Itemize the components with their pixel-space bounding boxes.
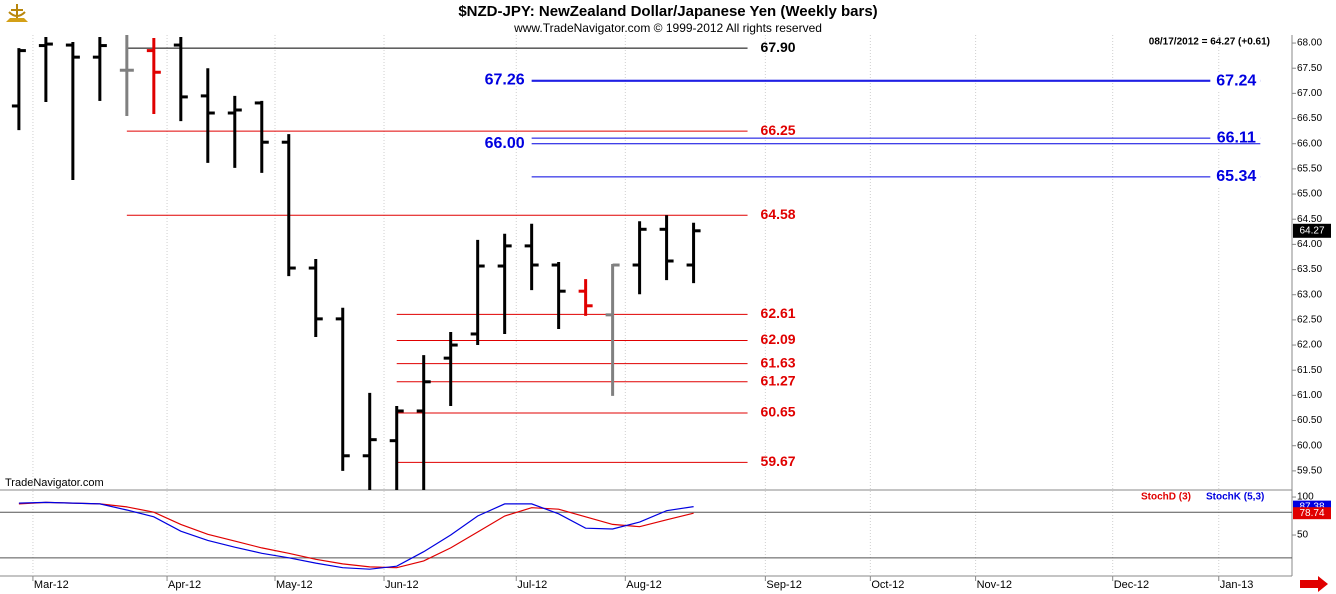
y-tick-label: 65.00 <box>1297 189 1322 200</box>
legend-label: StochD (3) <box>1141 492 1191 503</box>
x-tick-label: Jul-12 <box>517 579 547 591</box>
x-tick-label: Mar-12 <box>34 579 69 591</box>
value-label: 78.74 <box>1299 508 1324 519</box>
last-price-label: 64.27 <box>1299 225 1324 236</box>
y-tick-label: 67.50 <box>1297 63 1322 74</box>
x-tick-label: Sep-12 <box>766 579 801 591</box>
last-price-box <box>1293 223 1331 238</box>
y-tick-label: 67.00 <box>1297 88 1322 99</box>
y-tick-label: 62.00 <box>1297 340 1322 351</box>
y-tick-label: 66.00 <box>1297 138 1322 149</box>
y-tick-label: 64.00 <box>1297 239 1322 250</box>
y-tick-label: 60.50 <box>1297 415 1322 426</box>
y-tick-label: 61.50 <box>1297 365 1322 376</box>
x-tick-label: Dec-12 <box>1114 579 1149 591</box>
x-tick-label: Nov-12 <box>977 579 1012 591</box>
stoch-line <box>18 501 694 570</box>
level-label-bg <box>1210 129 1261 148</box>
level-label: 64.58 <box>761 206 796 222</box>
y-tick-label: 61.00 <box>1297 390 1322 401</box>
y-tick-label: 63.00 <box>1297 289 1322 300</box>
level-label: 66.25 <box>761 122 796 138</box>
y-tick-label: 100 <box>1297 492 1314 503</box>
level-label-bg <box>1210 167 1261 186</box>
logo-base <box>6 18 28 22</box>
level-label: 61.63 <box>761 354 796 370</box>
logo-anchor <box>8 4 26 18</box>
stoch-line <box>18 501 694 569</box>
level-label: 67.90 <box>761 39 796 55</box>
y-tick-label: 63.50 <box>1297 264 1322 275</box>
level-label: 67.24 <box>1216 73 1256 90</box>
info: 08/17/2012 = 64.27 (+0.61) <box>1149 37 1270 48</box>
x-tick-label: Oct-12 <box>871 579 904 591</box>
x-tick-label: Apr-12 <box>168 579 201 591</box>
y-tick-label: 59.50 <box>1297 466 1322 477</box>
x-tick-label: May-12 <box>276 579 313 591</box>
level-label: 65.34 <box>1216 168 1256 185</box>
level-label: 61.27 <box>761 372 796 388</box>
watermark: TradeNavigator.com <box>5 477 104 489</box>
y-tick-label: 64.50 <box>1297 214 1322 225</box>
level-label-bg <box>1210 72 1261 91</box>
bars <box>11 35 701 490</box>
logo <box>6 4 28 22</box>
level-label: 62.09 <box>761 331 796 347</box>
level-label: 67.26 <box>485 72 525 89</box>
scroll-arrow[interactable] <box>1300 576 1328 592</box>
level-label: 60.65 <box>761 404 796 420</box>
y-tick-label: 62.50 <box>1297 315 1322 326</box>
y-tick-label: 60.00 <box>1297 440 1322 451</box>
level-label: 66.00 <box>485 135 525 152</box>
legend-label: StochK (5,3) <box>1206 492 1264 503</box>
value-label-box <box>1293 507 1331 520</box>
x-tick-label: Aug-12 <box>626 579 661 591</box>
value-label-box <box>1293 500 1331 513</box>
y-tick-label: 66.50 <box>1297 113 1322 124</box>
x-tick-label: Jun-12 <box>385 579 419 591</box>
y-tick-label: 65.50 <box>1297 164 1322 175</box>
level-label: 62.61 <box>761 305 796 321</box>
subtitle: www.TradeNavigator.com © 1999-2012 All r… <box>513 21 822 35</box>
y-tick-label: 68.00 <box>1297 38 1322 49</box>
x-tick-label: Jan-13 <box>1220 579 1254 591</box>
level-label: 66.11 <box>1217 129 1256 146</box>
level-label: 59.67 <box>761 453 796 469</box>
value-label: 87.38 <box>1299 501 1324 512</box>
y-tick-label: 50 <box>1297 530 1309 541</box>
chart-title: $NZD-JPY: NewZealand Dollar/Japanese Yen… <box>458 3 877 20</box>
